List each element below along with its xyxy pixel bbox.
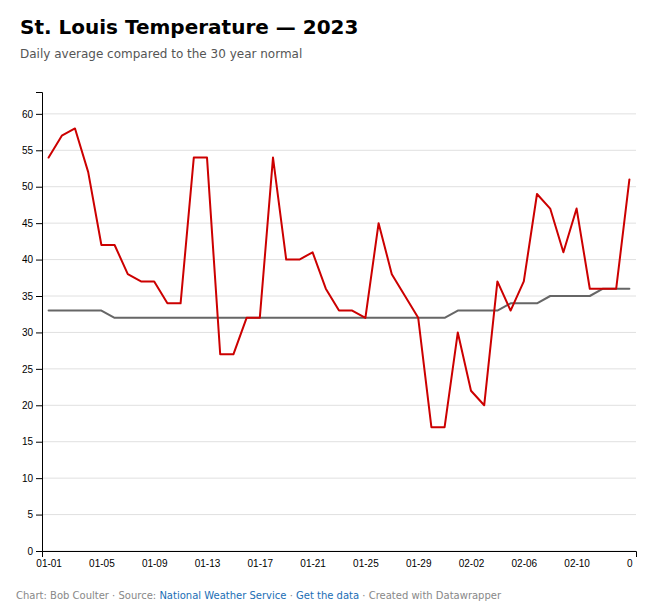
y-tick: 35 <box>22 291 42 302</box>
y-tick: 5 <box>27 509 42 520</box>
grid-line <box>42 405 636 406</box>
y-tick: 55 <box>22 145 42 156</box>
x-tick: 02-06 <box>512 558 538 569</box>
subtitle: Daily average compared to the 30 year no… <box>20 47 302 61</box>
x-tick-label: 0 <box>627 558 633 569</box>
y-tick-mark <box>36 332 42 333</box>
x-tick-label: 01-21 <box>300 558 326 569</box>
y-tick: 45 <box>22 218 42 229</box>
y-tick-label: 10 <box>22 473 34 484</box>
grid-line <box>42 514 636 515</box>
y-tick-label: 5 <box>27 509 33 520</box>
y-tick: 25 <box>22 364 42 375</box>
x-tick: 02-10 <box>564 558 590 569</box>
footer-part: · <box>286 590 296 601</box>
title: St. Louis Temperature — 2023 <box>20 15 358 39</box>
y-tick-mark <box>36 114 42 115</box>
x-tick-label: 02-10 <box>564 558 590 569</box>
x-tick-label: 01-05 <box>89 558 115 569</box>
grid-line <box>42 296 636 297</box>
y-tick-mark <box>36 478 42 479</box>
grid-line <box>42 113 636 114</box>
x-tick: 01-17 <box>248 558 274 569</box>
x-tick-label: 01-13 <box>195 558 221 569</box>
x-tick-label: 01-01 <box>36 558 62 569</box>
grid <box>42 114 636 551</box>
x-tick-label: 01-09 <box>142 558 168 569</box>
x-tick-label: 02-06 <box>512 558 538 569</box>
x-tick-label: 01-25 <box>353 558 379 569</box>
x-tick: 01-21 <box>300 558 326 569</box>
x-tick: 01-01 <box>36 558 62 569</box>
x-tick: 0 <box>627 558 633 569</box>
x-tick: 01-09 <box>142 558 168 569</box>
y-tick-label: 60 <box>22 109 34 120</box>
y-tick: 60 <box>22 109 42 120</box>
y-tick: 10 <box>22 473 42 484</box>
y-tick-mark <box>36 223 42 224</box>
y-tick-label: 30 <box>22 327 34 338</box>
grid-line <box>42 368 636 369</box>
x-tick: 02-02 <box>459 558 485 569</box>
x-tick-label: 01-17 <box>248 558 274 569</box>
y-tick-mark <box>36 296 42 297</box>
y-tick-mark <box>36 187 42 188</box>
y-tick-mark <box>36 442 42 443</box>
y-tick-label: 0 <box>27 546 33 557</box>
footer-part: Get the data <box>296 590 359 601</box>
y-tick-label: 20 <box>22 400 34 411</box>
y-tick: 50 <box>22 181 42 192</box>
grid-line <box>42 441 636 442</box>
x-tick: 01-05 <box>89 558 115 569</box>
y-tick-label: 15 <box>22 436 34 447</box>
y-tick-label: 45 <box>22 218 34 229</box>
footer-part: · Source: <box>109 590 159 601</box>
y-tick: 15 <box>22 436 42 447</box>
x-axis: 01-01 01-05 01-09 01-13 01-17 01-21 01-25 01-29… <box>36 552 636 570</box>
y-tick: 20 <box>22 400 42 411</box>
lines <box>49 128 630 427</box>
chart: St. Louis Temperature — 2023 Daily averag… <box>0 0 654 613</box>
y-tick-mark <box>36 369 42 370</box>
y-tick: 30 <box>22 327 42 338</box>
footer: Chart: Bob Coulter · Source: National We… <box>16 590 502 601</box>
y-tick-label: 55 <box>22 145 34 156</box>
y-tick-mark <box>36 260 42 261</box>
grid-line <box>42 259 636 260</box>
y-axis-line <box>36 93 43 552</box>
series-line <box>49 289 630 318</box>
y-tick-mark <box>36 515 42 516</box>
footer-part: Chart: Bob Coulter <box>16 590 110 601</box>
y-tick-label: 35 <box>22 291 34 302</box>
x-tick-label: 01-29 <box>406 558 432 569</box>
y-tick-mark <box>36 551 42 552</box>
x-axis-line <box>43 552 637 558</box>
grid-line <box>42 332 636 333</box>
y-tick-mark <box>36 405 42 406</box>
x-tick: 01-13 <box>195 558 221 569</box>
y-axis: 0 5 10 15 20 25 30 35 40 45 50 55 60 <box>22 93 43 557</box>
y-tick: 0 <box>27 546 42 557</box>
footer-part: · Created with Datawrapper <box>359 590 502 601</box>
grid-line <box>42 478 636 479</box>
grid-line <box>42 186 636 187</box>
grid-line <box>42 223 636 224</box>
grid-line <box>42 150 636 151</box>
y-tick-mark <box>36 150 42 151</box>
plot: 05101520253035404550556001-0101-0501-090… <box>22 93 637 570</box>
y-tick: 40 <box>22 254 42 265</box>
series-line <box>49 128 630 427</box>
y-tick-label: 50 <box>22 181 34 192</box>
x-tick: 01-25 <box>353 558 379 569</box>
y-tick-label: 40 <box>22 254 34 265</box>
y-tick-label: 25 <box>22 364 34 375</box>
x-tick: 01-29 <box>406 558 432 569</box>
x-tick-label: 02-02 <box>459 558 485 569</box>
footer-part: National Weather Service <box>159 590 286 601</box>
